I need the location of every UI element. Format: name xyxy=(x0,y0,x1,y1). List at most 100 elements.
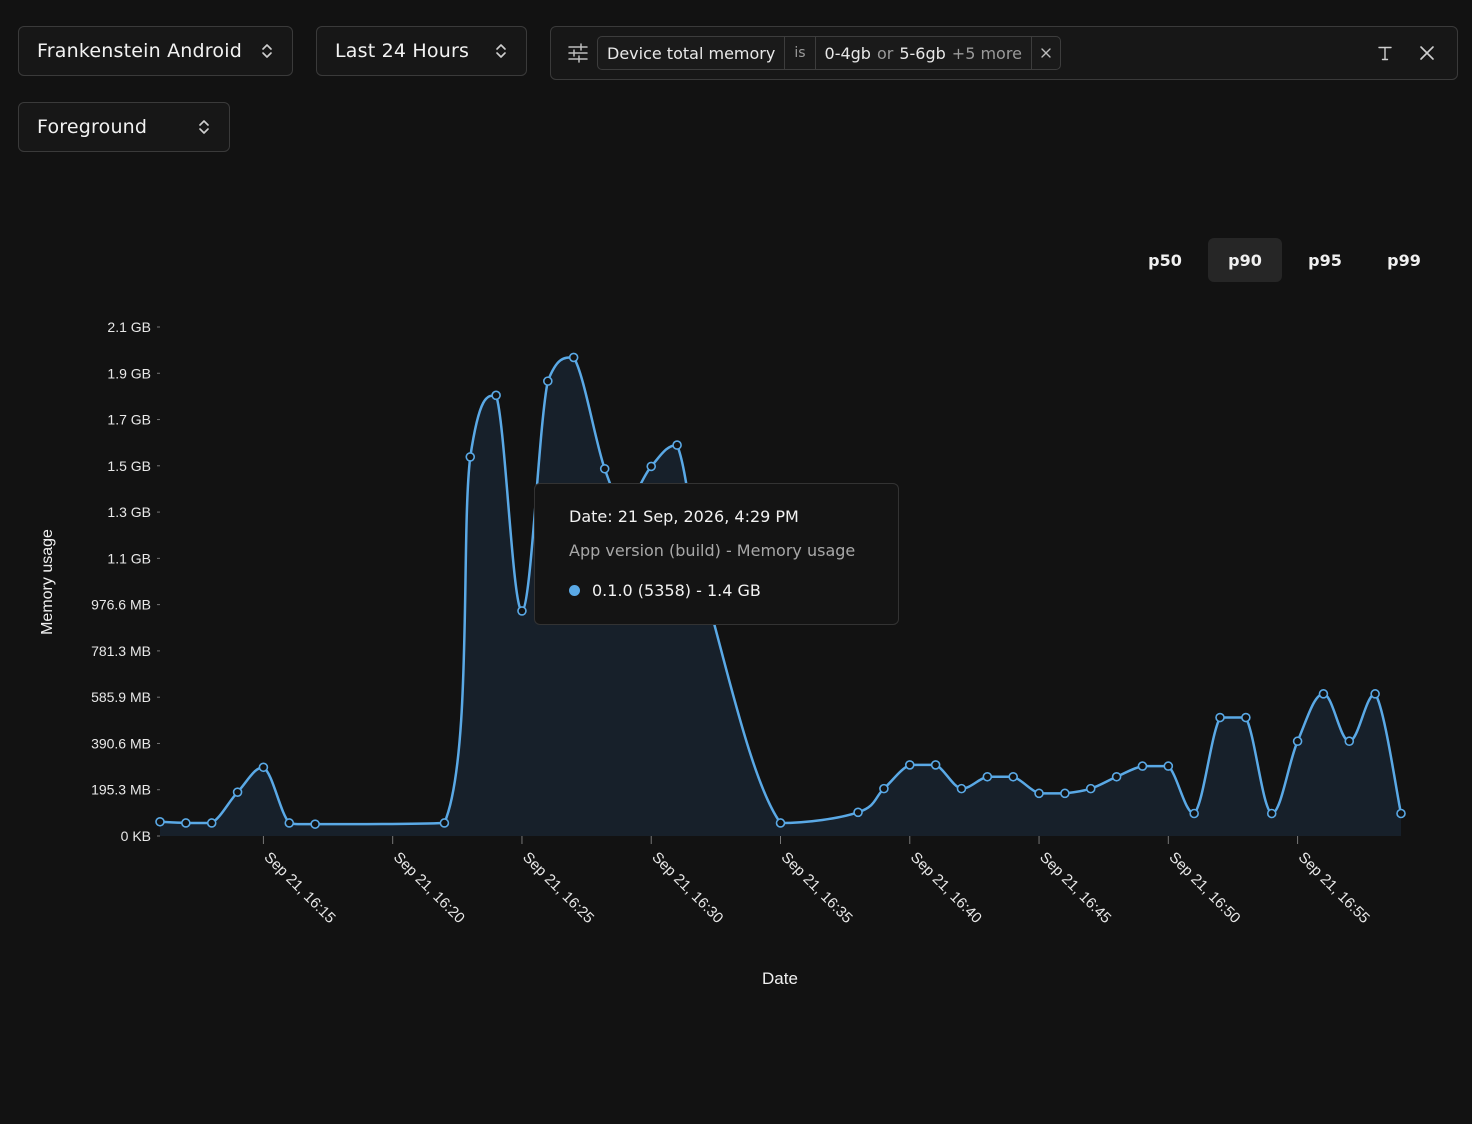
percentile-p99[interactable]: p99 xyxy=(1387,250,1421,270)
chevron-up-down-icon xyxy=(199,120,209,134)
percentile-p90[interactable]: p90 xyxy=(1208,238,1282,282)
filter-field[interactable]: Device total memory xyxy=(598,37,786,69)
tooltip-entry: 0.1.0 (5358) - 1.4 GB xyxy=(569,581,898,600)
data-point[interactable] xyxy=(1292,736,1303,747)
data-point[interactable] xyxy=(310,819,320,829)
data-point[interactable] xyxy=(1396,808,1406,819)
x-tick-label: Sep 21, 16:30 xyxy=(648,849,726,927)
filter-joiner: or xyxy=(876,43,894,63)
tooltip-date: Date: 21 Sep, 2026, 4:29 PM xyxy=(569,507,799,526)
data-point[interactable] xyxy=(155,816,165,827)
data-point[interactable] xyxy=(1111,771,1122,782)
time-range-label: Last 24 Hours xyxy=(335,40,470,62)
data-point[interactable] xyxy=(1060,788,1070,799)
x-tick-label: Sep 21, 16:15 xyxy=(261,849,339,927)
y-tick-label: 1.7 GB xyxy=(107,412,151,428)
chevron-up-down-icon xyxy=(496,44,506,58)
data-point[interactable] xyxy=(1085,783,1096,794)
x-tick-label: Sep 21, 16:20 xyxy=(390,849,468,927)
clear-filters-button[interactable] xyxy=(1419,45,1435,61)
time-range-select[interactable]: Last 24 Hours xyxy=(316,26,527,76)
x-tick-label: Sep 21, 16:50 xyxy=(1165,849,1243,927)
y-tick-label: 781.3 MB xyxy=(91,643,151,659)
data-point[interactable] xyxy=(853,807,863,818)
data-point[interactable] xyxy=(491,390,501,401)
data-point[interactable] xyxy=(1034,788,1044,799)
app-state-label: Foreground xyxy=(37,116,148,138)
close-icon xyxy=(1420,46,1434,60)
y-tick-label: 976.6 MB xyxy=(91,597,151,613)
data-point[interactable] xyxy=(284,818,295,828)
data-point[interactable] xyxy=(1266,808,1277,819)
filter-value-2: 5-6gb xyxy=(899,43,946,63)
data-point[interactable] xyxy=(1137,761,1148,771)
data-point[interactable] xyxy=(181,818,191,828)
y-axis-title: Memory usage xyxy=(39,529,56,635)
y-tick-label: 390.6 MB xyxy=(91,735,151,751)
series-color-dot xyxy=(569,585,580,596)
data-point[interactable] xyxy=(517,606,527,616)
data-point[interactable] xyxy=(1008,771,1018,782)
x-tick-label: Sep 21, 16:45 xyxy=(1036,849,1114,927)
data-point[interactable] xyxy=(1189,808,1199,819)
data-point[interactable] xyxy=(1215,712,1225,723)
data-point[interactable] xyxy=(775,818,786,828)
tooltip-header: App version (build) - Memory usage xyxy=(569,541,856,560)
app-select[interactable]: Frankenstein Android xyxy=(18,26,293,76)
close-icon xyxy=(1041,48,1051,58)
filter-value-1: 0-4gb xyxy=(824,43,871,63)
filter-sliders-icon[interactable] xyxy=(567,42,589,64)
data-point[interactable] xyxy=(672,440,682,450)
data-point[interactable] xyxy=(904,760,915,770)
y-tick-label: 585.9 MB xyxy=(91,689,151,705)
y-tick-label: 1.9 GB xyxy=(107,365,151,381)
y-axis: 0 KB 195.3 MB 390.6 MB 585.9 MB 781.3 MB 976.… xyxy=(91,319,160,844)
data-point[interactable] xyxy=(439,818,450,828)
x-axis: Sep 21, 16:15 Sep 21, 16:20 Sep 21, 16:25 S… xyxy=(261,836,1373,927)
data-point[interactable] xyxy=(599,463,610,474)
x-tick-label: Sep 21, 16:35 xyxy=(778,849,856,927)
data-point[interactable] xyxy=(465,452,476,462)
series-points[interactable] xyxy=(155,352,1406,829)
chevron-up-down-icon xyxy=(262,44,272,58)
percentile-p95[interactable]: p95 xyxy=(1308,250,1342,270)
app-state-select[interactable]: Foreground xyxy=(18,102,230,152)
data-point[interactable] xyxy=(568,352,579,363)
data-point[interactable] xyxy=(258,762,269,773)
tooltip-entry-value: 0.1.0 (5358) - 1.4 GB xyxy=(592,581,761,600)
remove-filter-button[interactable] xyxy=(1032,37,1060,69)
x-axis-title: Date xyxy=(762,969,798,988)
y-tick-label: 1.3 GB xyxy=(107,504,151,520)
y-tick-label: 195.3 MB xyxy=(91,782,151,798)
text-search-button[interactable] xyxy=(1377,45,1393,61)
x-tick-label: Sep 21, 16:55 xyxy=(1295,849,1373,927)
data-point[interactable] xyxy=(1241,712,1251,723)
y-tick-label: 2.1 GB xyxy=(107,319,151,335)
data-point[interactable] xyxy=(206,818,217,828)
data-point[interactable] xyxy=(646,461,657,472)
x-tick-label: Sep 21, 16:25 xyxy=(519,849,597,927)
series-line xyxy=(159,356,1403,826)
data-point[interactable] xyxy=(930,760,941,770)
data-point[interactable] xyxy=(1344,736,1355,747)
y-tick-label: 0 KB xyxy=(121,828,151,844)
filter-values[interactable]: 0-4gb or 5-6gb +5 more xyxy=(816,37,1032,69)
chart-tooltip: Date: 21 Sep, 2026, 4:29 PM App version … xyxy=(534,483,899,625)
filter-bar[interactable]: Device total memory is 0-4gb or 5-6gb +5… xyxy=(550,26,1458,80)
filter-chip[interactable]: Device total memory is 0-4gb or 5-6gb +5… xyxy=(597,36,1061,70)
data-point[interactable] xyxy=(232,787,243,797)
series-area xyxy=(160,357,1401,836)
x-tick-label: Sep 21, 16:40 xyxy=(907,849,985,927)
y-tick-label: 1.1 GB xyxy=(107,550,151,566)
data-point[interactable] xyxy=(543,376,553,386)
data-point[interactable] xyxy=(1370,689,1380,699)
filter-more-count: +5 more xyxy=(951,43,1022,63)
data-point[interactable] xyxy=(1163,761,1174,771)
data-point[interactable] xyxy=(982,771,993,782)
data-point[interactable] xyxy=(879,783,889,794)
percentile-p50[interactable]: p50 xyxy=(1148,250,1182,270)
data-point[interactable] xyxy=(1318,689,1329,699)
data-point[interactable] xyxy=(956,783,967,794)
filter-operator[interactable]: is xyxy=(785,37,816,69)
